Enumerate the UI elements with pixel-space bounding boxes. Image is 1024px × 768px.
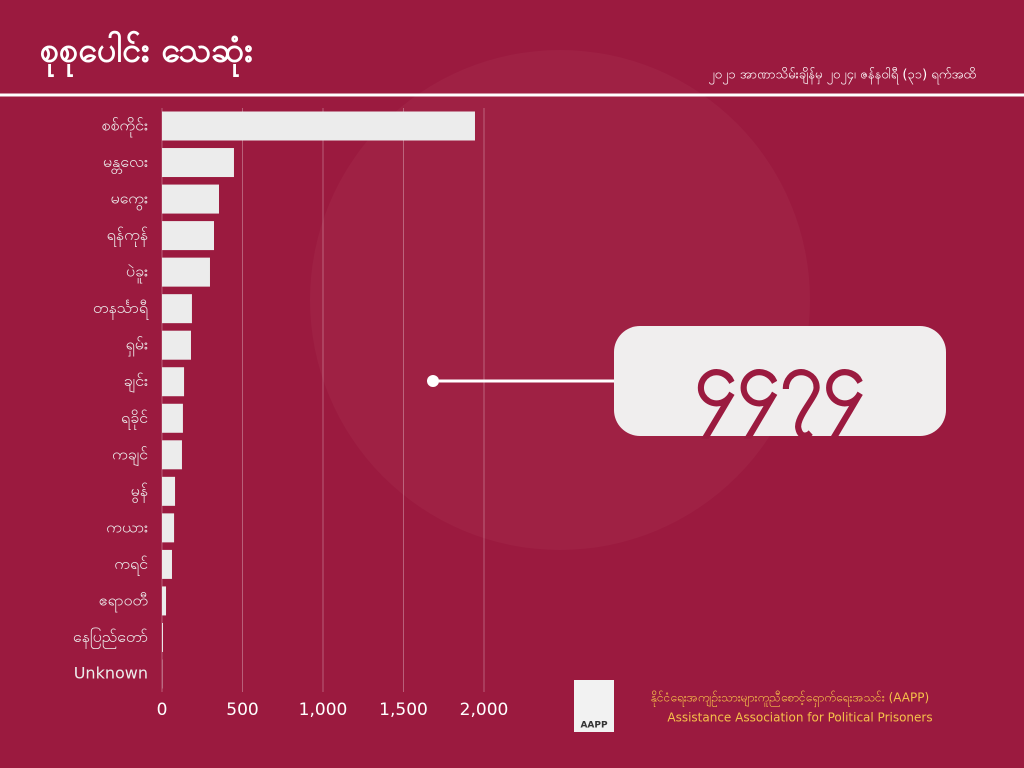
- callout-box: [614, 326, 946, 436]
- bar: [162, 476, 176, 506]
- bar: [162, 257, 210, 287]
- org-name-mm: နိုင်ငံရေးအကျဉ်းသားများကူညီစောင့်ရှောက်ရ…: [651, 690, 929, 708]
- bar: [162, 111, 475, 141]
- y-tick-label: မန္တလေး: [103, 152, 148, 174]
- y-tick-label: ချင်း: [124, 371, 148, 393]
- x-tick-label: 1,000: [299, 700, 348, 720]
- x-tick-label: 0: [157, 700, 168, 720]
- bar: [162, 622, 163, 652]
- y-tick-label: ရှမ်း: [126, 335, 148, 357]
- bar: [162, 586, 167, 616]
- logo-box: [574, 680, 614, 732]
- y-tick-label: နေပြည်တော်: [73, 627, 148, 649]
- chart-subtitle: ၂၀၂၁ အာဏာသိမ်းချိန်မှ ၂၀၂၄၊ ဇန်နဝါရီ (၃၁…: [708, 67, 976, 85]
- bar: [162, 513, 175, 543]
- bar: [162, 330, 191, 360]
- chart-title: စုစုပေါင်း သေဆုံး: [40, 31, 253, 78]
- bar: [162, 184, 219, 214]
- bar: [162, 221, 215, 251]
- bar: [162, 367, 185, 397]
- y-tick-label: Unknown: [74, 664, 148, 683]
- bar: [162, 403, 183, 433]
- total-count: ၄၄၇၄: [695, 333, 866, 439]
- y-tick-label: ရခိုင်: [121, 408, 148, 430]
- bar: [162, 440, 182, 470]
- org-name-en: Assistance Association for Political Pri…: [667, 711, 932, 725]
- x-tick-label: 1,500: [379, 700, 428, 720]
- bar: [162, 148, 234, 178]
- y-tick-label: စစ်ကိုင်း: [101, 116, 148, 138]
- x-tick-label: 2,000: [460, 700, 509, 720]
- logo-text: AAPP: [580, 721, 608, 731]
- bar: [162, 294, 192, 324]
- callout-dot: [427, 375, 439, 387]
- y-tick-label: တနင်္သာရီ: [93, 298, 150, 320]
- y-tick-label: ရန်ကုန်: [107, 225, 149, 247]
- y-tick-label: မွန်: [131, 481, 149, 503]
- y-tick-label: ကယား: [106, 517, 148, 536]
- x-tick-label: 500: [226, 700, 258, 720]
- y-tick-label: ကရင်: [114, 554, 148, 576]
- bar: [162, 549, 172, 579]
- y-tick-label: ကချင်: [112, 444, 148, 466]
- y-tick-label: ပဲခူး: [126, 262, 148, 284]
- y-tick-label: ဧရာဝတီ: [99, 590, 149, 612]
- y-tick-label: မကွေး: [110, 189, 148, 211]
